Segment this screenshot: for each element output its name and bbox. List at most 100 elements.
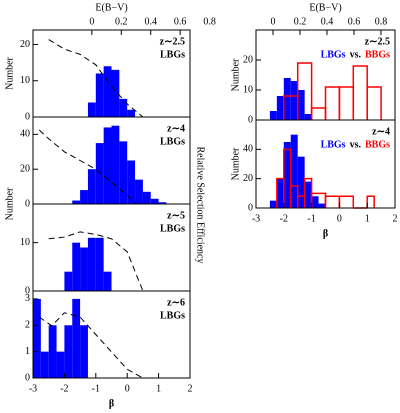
histogram-bar — [119, 98, 128, 117]
histogram-bar — [296, 62, 313, 120]
x-axis-label: β — [109, 398, 114, 409]
legend-entry: LBGs — [160, 49, 185, 60]
y-tick-label: 0 — [248, 202, 253, 213]
y-tick-label: 0 — [25, 111, 30, 122]
y-tick-label: 0 — [248, 114, 253, 125]
histogram-bar — [80, 190, 88, 204]
histogram-bar — [297, 156, 305, 208]
y-axis-label: Number — [230, 58, 241, 91]
y-axis-label: Number — [4, 56, 15, 89]
histogram-bar — [103, 127, 112, 204]
y-axis-label: Number — [230, 147, 241, 180]
y-tick-label: 10 — [20, 75, 30, 86]
legend-joiner: vs. — [350, 139, 362, 150]
x2-tick-label: 0.6 — [174, 16, 187, 27]
histogram-bar — [87, 237, 96, 291]
histogram-bar — [310, 107, 327, 120]
x-tick-label: 2 — [188, 383, 193, 394]
histogram-bar — [338, 195, 355, 208]
x-tick-label: -1 — [92, 383, 100, 394]
efficiency-line — [48, 39, 144, 118]
legend-entry: LBGs — [321, 49, 346, 60]
histogram-bar — [290, 81, 298, 120]
histogram-bar — [127, 109, 136, 117]
x2-axis-label: E(B−V) — [309, 2, 341, 13]
histogram-bar — [119, 141, 128, 204]
x2-tick-label: 0.6 — [348, 16, 361, 27]
histogram-bar — [48, 325, 57, 378]
y-tick-label: 40 — [20, 129, 30, 140]
legend-entry: LBGs — [160, 136, 185, 147]
histogram-bar — [80, 325, 88, 378]
legend-entry: LBGs — [160, 223, 185, 234]
histogram-bar — [276, 96, 284, 120]
x2-tick-label: 0.4 — [144, 16, 157, 27]
panel-annotation: z∼2.5 — [160, 36, 185, 47]
histogram-bar — [111, 125, 120, 204]
histogram-bar — [304, 181, 312, 208]
y-tick-label: 10 — [20, 237, 30, 248]
panel-frame — [255, 119, 396, 209]
histogram-bar — [150, 198, 159, 204]
y-tick-label: 40 — [243, 144, 253, 155]
x2-tick-label: 0.2 — [294, 16, 307, 27]
panel-annotation: z∼5 — [167, 210, 185, 221]
histogram-bar — [95, 73, 104, 117]
histogram-bar — [33, 298, 41, 378]
y-tick-label: 20 — [243, 173, 253, 184]
histogram-bar — [95, 237, 104, 291]
histogram-bar — [103, 66, 112, 117]
histogram-bar — [269, 200, 277, 208]
x2-tick-label: 0 — [89, 16, 94, 27]
x2-tick-label: 0 — [271, 16, 276, 27]
y-tick-label: 20 — [20, 163, 30, 174]
histogram-bar — [158, 202, 167, 204]
histogram-bar — [283, 142, 291, 208]
histogram-bar — [56, 351, 65, 378]
x-tick-label: -3 — [252, 213, 260, 224]
y-axis-label: Number — [4, 187, 15, 220]
x-tick-label: 2 — [393, 213, 398, 224]
histogram-bar — [64, 271, 73, 291]
histogram-bar — [103, 271, 112, 291]
y-tick-label: 2 — [25, 320, 30, 331]
x-tick-label: -2 — [280, 213, 288, 224]
histogram-bar — [318, 203, 326, 208]
y-tick-label: 10 — [243, 84, 253, 95]
x-axis-label: β — [323, 228, 328, 239]
histogram-bar — [80, 247, 88, 291]
y-tick-label: 0 — [25, 285, 30, 296]
histogram-bar — [352, 65, 368, 120]
histogram-bar — [283, 78, 291, 120]
efficiency-line — [38, 312, 144, 379]
x-tick-label: 0 — [125, 383, 130, 394]
y-tick-label: 20 — [20, 39, 30, 50]
histogram-bar — [111, 69, 120, 117]
histogram-bar — [366, 195, 375, 208]
efficiency-line — [48, 231, 144, 292]
legend-entry: BBGs — [365, 139, 390, 150]
x-tick-label: -2 — [60, 383, 68, 394]
legend-joiner: vs. — [350, 49, 362, 60]
histogram-bar — [269, 111, 277, 120]
x-tick-label: 0 — [337, 213, 342, 224]
x2-tick-label: 0.4 — [321, 16, 334, 27]
histogram-bar — [87, 102, 96, 117]
legend-entry: BBGs — [365, 49, 390, 60]
y-tick-label: 3 — [25, 293, 30, 304]
histogram-bar — [72, 298, 81, 378]
histogram-bar — [72, 200, 81, 204]
histogram-bar — [290, 134, 298, 208]
histogram-bar — [72, 242, 81, 291]
histogram-bar — [366, 86, 382, 120]
histogram-bar — [297, 90, 305, 120]
x2-axis-label: E(B−V) — [95, 2, 127, 13]
x-tick-label: 1 — [365, 213, 370, 224]
y-tick-label: 1 — [25, 346, 30, 357]
efficiency-line — [38, 129, 137, 205]
x-tick-label: -3 — [29, 383, 37, 394]
panel-annotation: z∼2.5 — [365, 36, 390, 47]
histogram-bar — [87, 169, 96, 204]
